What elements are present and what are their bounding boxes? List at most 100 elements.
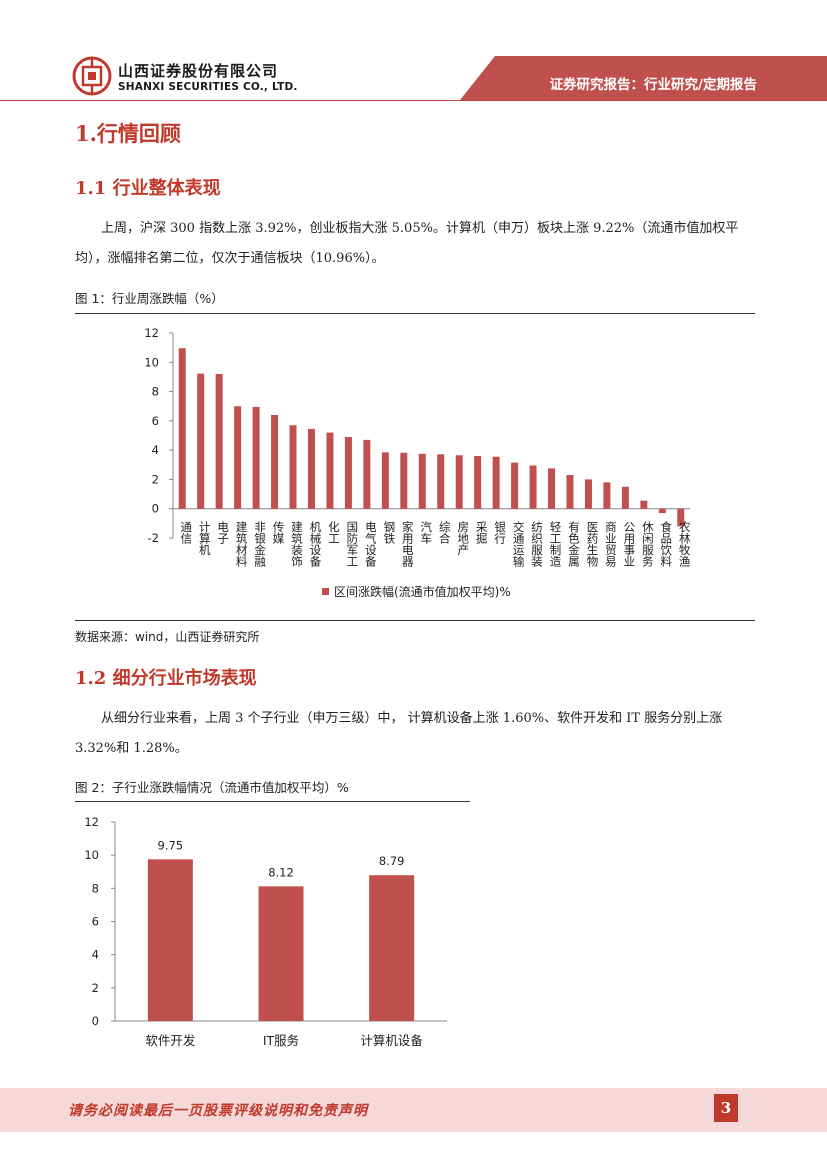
x-tick-label: 化工 <box>327 520 341 544</box>
figure1-bottom-rule <box>75 620 755 621</box>
y-tick-label: 8 <box>92 881 99 895</box>
y-tick-label: 2 <box>152 472 159 486</box>
x-tick-label: 计算机设备 <box>360 1033 423 1048</box>
bar <box>289 425 297 509</box>
bar <box>252 406 260 509</box>
header-rule <box>0 100 827 101</box>
page-header: 山西证券股份有限公司 SHANXI SECURITIES CO., LTD. 证… <box>0 0 827 110</box>
x-tick-label: 农林牧渔 <box>678 520 692 568</box>
y-tick-label: 12 <box>144 326 159 340</box>
bar <box>621 486 629 509</box>
bar <box>178 348 186 509</box>
company-name-en: SHANXI SECURITIES CO., LTD. <box>118 81 298 93</box>
x-tick-label: 交通运输 <box>512 520 526 568</box>
x-tick-label: 食品饮料 <box>659 520 673 568</box>
bar <box>234 406 242 509</box>
bar <box>640 500 648 509</box>
x-tick-label: 休闲服务 <box>641 521 655 567</box>
x-tick-label: 传媒 <box>272 520 286 545</box>
bar <box>511 462 519 509</box>
bar <box>369 875 415 1021</box>
data-label: 9.75 <box>158 838 184 852</box>
x-tick-label: 建筑装饰 <box>290 520 304 567</box>
subindustry-change-chart: 12 10 8 6 4 2 0 9.75 软件开发 8.12 IT服务 8.79 计算机设备 <box>84 815 447 1048</box>
bar <box>658 508 666 514</box>
x-tick-label: 家用电器 <box>401 520 415 568</box>
subsection-title-1-1: 1.1 行业整体表现 <box>75 178 221 199</box>
bar <box>147 859 193 1021</box>
x-tick-label: 电气设备 <box>364 521 378 568</box>
y-tick-label: 2 <box>92 981 99 995</box>
x-tick-label: 钢铁 <box>382 521 396 544</box>
y-tick-label: -2 <box>148 531 159 545</box>
bar <box>363 439 371 509</box>
legend-label: 区间涨跌幅(流通市值加权平均)% <box>334 584 511 599</box>
y-tick-label: 6 <box>92 915 99 929</box>
y-tick-label: 4 <box>92 948 99 962</box>
bar <box>215 374 223 509</box>
bar <box>566 475 574 509</box>
x-tick-label: 建筑材料 <box>235 520 249 568</box>
x-tick-label: 机械设备 <box>308 520 322 568</box>
bar <box>326 432 334 509</box>
bar <box>677 508 685 527</box>
bar <box>381 452 389 509</box>
x-tick-label: 综合 <box>438 520 452 544</box>
x-tick-label: 商业贸易 <box>604 520 618 568</box>
bar <box>197 373 205 509</box>
y-tick-label: 0 <box>152 502 159 516</box>
figure2-title: 图 2：子行业涨跌幅情况（流通市值加权平均）% <box>75 780 349 795</box>
x-tick-label: 公用事业 <box>622 521 636 567</box>
bar <box>584 479 592 509</box>
data-label: 8.79 <box>379 854 405 868</box>
x-tick-label: 软件开发 <box>145 1033 196 1048</box>
x-tick-label: 银行 <box>493 520 507 545</box>
x-tick-label: 国防军工 <box>345 521 359 567</box>
y-tick-label: 12 <box>84 815 99 829</box>
legend-swatch <box>322 588 329 595</box>
y-tick-label: 10 <box>84 848 99 862</box>
bar <box>529 465 537 509</box>
x-tick-label: 计算机 <box>198 521 212 556</box>
x-tick-label: 有色金属 <box>567 520 581 568</box>
bar <box>271 415 279 509</box>
x-tick-label: 电子 <box>216 521 230 544</box>
industry-weekly-change-chart: 12 10 8 6 4 2 0 -2 通信 计算机 电子 建筑材料 非银金融 传媒 建筑装饰 机械设备 化工 国防… <box>144 326 692 599</box>
bar <box>474 456 482 509</box>
bar <box>307 428 315 509</box>
paragraph-subindustry: 从细分行业来看，上周 3 个子行业（申万三级）中， 计算机设备上涨 1.60%、… <box>75 711 723 756</box>
page-number: 3 <box>714 1094 738 1122</box>
x-tick-label: IT服务 <box>263 1033 299 1048</box>
x-tick-label: 采掘 <box>475 521 489 545</box>
y-tick-label: 4 <box>152 443 159 457</box>
x-tick-label: 轻工制造 <box>549 520 563 567</box>
y-tick-label: 6 <box>152 414 159 428</box>
y-tick-label: 10 <box>144 355 159 369</box>
bar <box>344 436 352 509</box>
header-banner <box>460 56 827 100</box>
bar <box>455 455 463 509</box>
y-tick-label: 8 <box>152 385 159 399</box>
bar <box>400 452 408 509</box>
section-title: 1.行情回顾 <box>75 121 181 146</box>
report-type: 证券研究报告：行业研究/定期报告 <box>549 77 757 93</box>
x-tick-label: 医药生物 <box>585 521 599 567</box>
disclaimer-text: 请务必阅读最后一页股票评级说明和免责声明 <box>68 1103 368 1119</box>
x-tick-label: 非银金融 <box>253 521 267 568</box>
paragraph-overall: 上周，沪深 300 指数上涨 3.92%，创业板指大涨 5.05%。计算机（申万… <box>75 221 739 266</box>
bar <box>258 886 304 1021</box>
figure2-top-rule <box>75 801 470 802</box>
data-label: 8.12 <box>268 865 294 879</box>
company-logo-icon <box>72 56 112 96</box>
bar <box>492 456 500 509</box>
x-tick-label: 通信 <box>179 521 193 545</box>
company-name-cn: 山西证券股份有限公司 <box>118 62 279 80</box>
subsection-title-1-2: 1.2 细分行业市场表现 <box>75 668 257 689</box>
bar <box>437 454 445 509</box>
x-tick-label: 房地产 <box>456 521 470 556</box>
figure1-title: 图 1：行业周涨跌幅（%） <box>75 291 224 306</box>
page-footer <box>0 1088 827 1132</box>
bar <box>418 453 426 509</box>
y-tick-label: 0 <box>92 1014 99 1028</box>
x-tick-label: 汽车 <box>419 520 433 545</box>
